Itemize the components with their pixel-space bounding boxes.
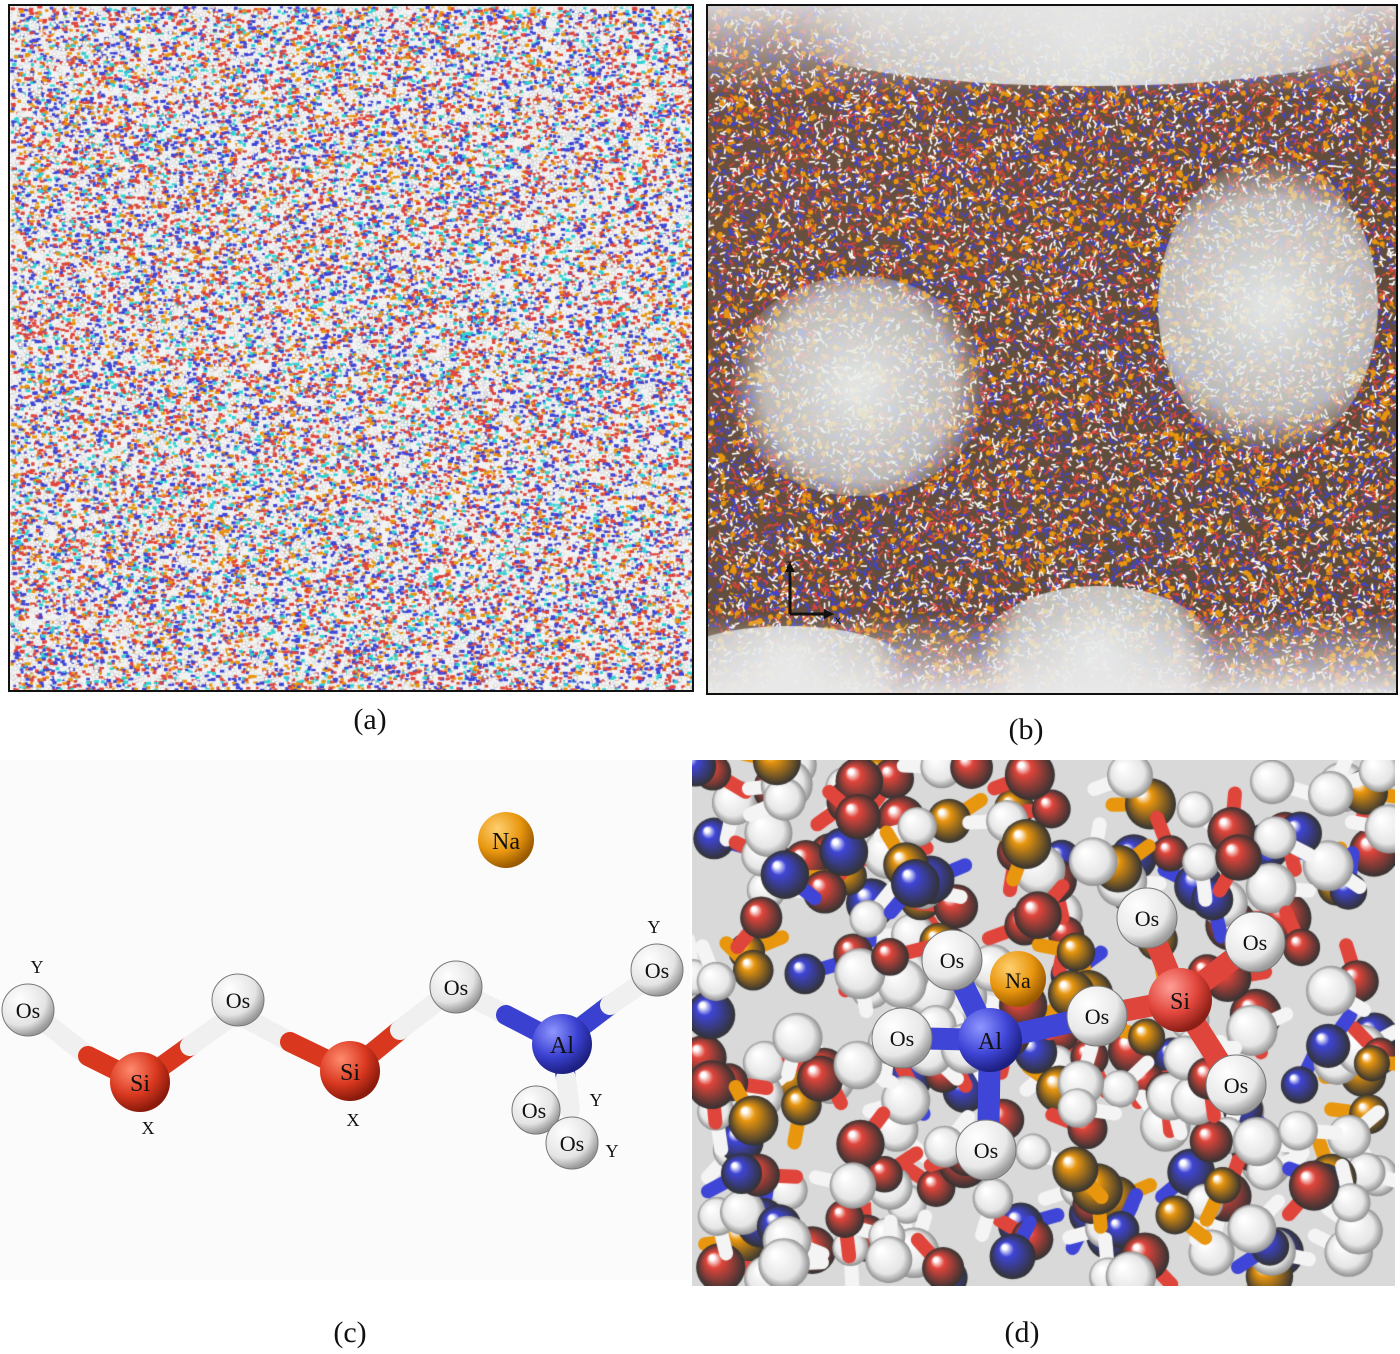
atom-si-left: Si X	[110, 1052, 170, 1138]
svg-text:Os: Os	[444, 975, 468, 1000]
svg-text:Na: Na	[492, 829, 520, 855]
svg-text:Y: Y	[590, 1090, 603, 1110]
axis-x-label: x	[835, 613, 841, 624]
panel-c-schematic: Na Os Y Si X Os Si X Os Al	[0, 760, 690, 1280]
axis-triad: z x	[785, 557, 841, 624]
d-atom-os-c: Os	[1066, 985, 1128, 1047]
svg-text:Os: Os	[890, 1026, 914, 1051]
svg-text:Os: Os	[1085, 1004, 1109, 1029]
svg-text:Y: Y	[648, 917, 661, 937]
atom-os-middle-left: Os	[211, 973, 265, 1027]
svg-text:Os: Os	[522, 1098, 546, 1123]
atom-os-below-2: Os Y	[545, 1116, 619, 1170]
panel-a-atom-cloud	[10, 6, 692, 690]
svg-text:Si: Si	[340, 1060, 360, 1086]
atom-si-middle: Si X	[320, 1041, 380, 1130]
caption-b: (b)	[1008, 713, 1044, 746]
svg-text:Os: Os	[1135, 906, 1159, 931]
svg-text:Si: Si	[1170, 989, 1190, 1015]
atom-os-left: Os Y	[1, 957, 55, 1037]
atom-os-below-1: Os Y	[511, 1085, 603, 1135]
atom-na: Na	[478, 812, 534, 868]
svg-text:Os: Os	[940, 948, 964, 973]
svg-text:Y: Y	[31, 957, 44, 977]
svg-text:Os: Os	[645, 958, 669, 983]
d-atom-os-b: Os	[871, 1007, 933, 1069]
panel-c-svg: Na Os Y Si X Os Si X Os Al	[1, 812, 684, 1170]
atom-os-right-top: Os Y	[630, 917, 684, 997]
atom-al: Al	[532, 1014, 592, 1074]
caption-a: (a)	[353, 703, 387, 736]
panel-b-molecular-model: z x	[706, 4, 1398, 695]
svg-text:Os: Os	[560, 1131, 584, 1156]
d-atom-al: Al	[958, 1008, 1022, 1072]
svg-text:Os: Os	[1224, 1073, 1248, 1098]
svg-text:Y: Y	[606, 1141, 619, 1161]
panel-a-molecular-model	[8, 4, 694, 692]
atom-os-middle-right: Os	[429, 960, 483, 1014]
svg-text:Si: Si	[130, 1071, 150, 1097]
svg-text:X: X	[142, 1118, 155, 1138]
svg-text:Al: Al	[550, 1033, 574, 1059]
panel-b-atom-cloud	[708, 6, 1396, 693]
caption-d: (d)	[1004, 1316, 1040, 1349]
d-atom-si: Si	[1148, 968, 1212, 1032]
d-atom-os-e: Os	[1224, 911, 1286, 973]
svg-text:Os: Os	[974, 1138, 998, 1163]
svg-text:Os: Os	[16, 998, 40, 1023]
caption-c: (c)	[333, 1316, 367, 1349]
panel-d-zoomed-model: Os Na Os Al Os Os Os Si Os Os	[692, 760, 1395, 1286]
d-atom-os-g: Os	[955, 1119, 1017, 1181]
d-atom-na: Na	[990, 951, 1046, 1007]
svg-text:X: X	[347, 1110, 360, 1130]
svg-text:Os: Os	[1243, 930, 1267, 955]
axis-z-label: z	[786, 557, 792, 571]
d-atom-os-a: Os	[921, 929, 983, 991]
panel-d-labeled-cluster: Os Na Os Al Os Os Os Si Os Os	[871, 887, 1286, 1181]
d-atom-os-d: Os	[1116, 887, 1178, 949]
svg-text:Al: Al	[978, 1029, 1002, 1055]
svg-text:Na: Na	[1005, 968, 1031, 993]
svg-text:Os: Os	[226, 988, 250, 1013]
d-atom-os-f: Os	[1205, 1054, 1267, 1116]
